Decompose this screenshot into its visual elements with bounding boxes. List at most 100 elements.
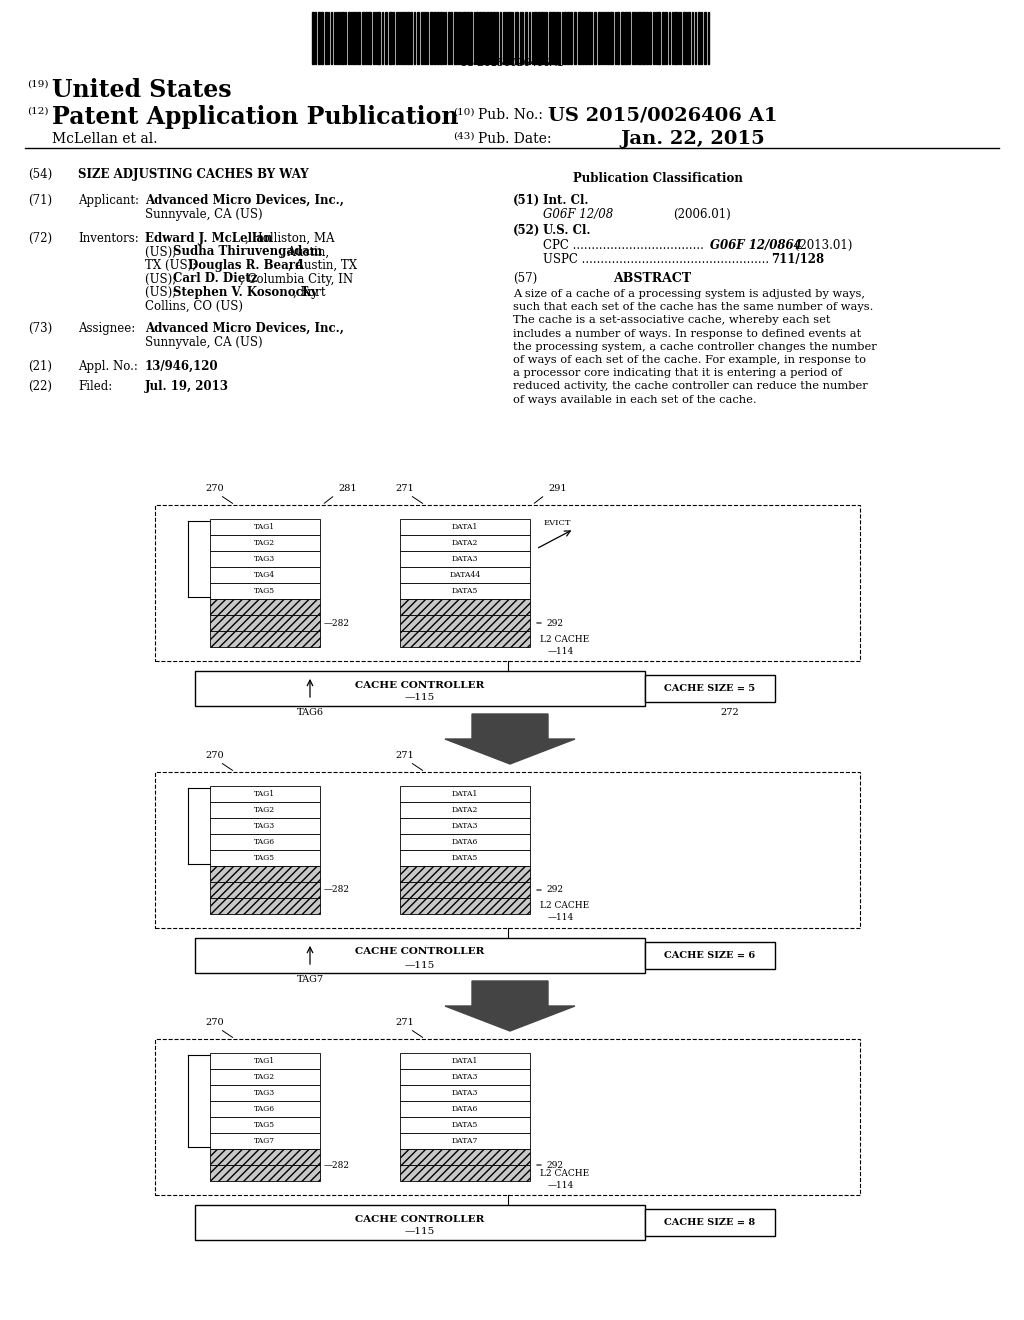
Bar <box>646 12 648 63</box>
Bar <box>493 12 495 63</box>
Bar <box>662 12 664 63</box>
Bar <box>440 12 442 63</box>
Bar <box>400 519 530 535</box>
Text: (52): (52) <box>513 224 541 238</box>
Text: (12): (12) <box>27 107 48 116</box>
Bar <box>434 12 436 63</box>
Text: Sunnyvale, CA (US): Sunnyvale, CA (US) <box>145 337 262 348</box>
Bar <box>549 12 551 63</box>
Bar <box>417 12 419 63</box>
Bar <box>454 12 457 63</box>
Bar <box>210 1053 319 1069</box>
Text: ABSTRACT: ABSTRACT <box>613 272 691 285</box>
Text: U.S. Cl.: U.S. Cl. <box>543 224 591 238</box>
Bar <box>210 898 319 913</box>
Text: DATA6: DATA6 <box>452 838 478 846</box>
Bar <box>155 506 860 661</box>
Bar <box>632 12 635 63</box>
Bar <box>556 12 558 63</box>
Text: such that each set of the cache has the same number of ways.: such that each set of the cache has the … <box>513 302 873 313</box>
Text: Carl D. Dietz: Carl D. Dietz <box>173 272 257 285</box>
Text: , Austin,: , Austin, <box>280 246 329 259</box>
Bar <box>400 1101 530 1117</box>
Bar <box>210 818 319 834</box>
Bar <box>674 12 677 63</box>
Bar <box>567 12 569 63</box>
Bar <box>210 1148 319 1166</box>
Text: TAG5: TAG5 <box>254 854 275 862</box>
Bar <box>155 772 860 928</box>
Bar <box>588 12 590 63</box>
Text: L2 CACHE: L2 CACHE <box>540 1168 589 1177</box>
Text: Jul. 19, 2013: Jul. 19, 2013 <box>145 380 229 393</box>
Bar <box>385 12 387 63</box>
Text: TAG7: TAG7 <box>296 975 324 983</box>
Bar <box>210 615 319 631</box>
Text: of ways available in each set of the cache.: of ways available in each set of the cac… <box>513 395 757 405</box>
Bar <box>430 12 433 63</box>
Text: reduced activity, the cache controller can reduce the number: reduced activity, the cache controller c… <box>513 381 867 392</box>
Bar <box>400 818 530 834</box>
Text: TAG2: TAG2 <box>254 539 275 546</box>
Text: (US);: (US); <box>145 246 180 259</box>
Text: 292: 292 <box>546 619 563 627</box>
Bar <box>362 12 364 63</box>
Text: TAG1: TAG1 <box>254 789 275 799</box>
Text: DATA1: DATA1 <box>452 1057 478 1065</box>
Text: 270: 270 <box>206 1018 224 1027</box>
Text: United States: United States <box>52 78 231 102</box>
Text: (US);: (US); <box>145 272 180 285</box>
Text: L2 CACHE: L2 CACHE <box>540 902 589 911</box>
Text: —115: —115 <box>404 961 435 969</box>
Bar <box>585 12 587 63</box>
Text: , Fort: , Fort <box>293 286 326 300</box>
Bar <box>594 12 596 63</box>
Bar <box>698 12 700 63</box>
Text: DATA3: DATA3 <box>452 822 478 830</box>
Text: DATA5: DATA5 <box>452 1121 478 1129</box>
Text: 270: 270 <box>206 751 224 760</box>
Text: (2006.01): (2006.01) <box>673 209 731 220</box>
Text: of ways of each set of the cache. For example, in response to: of ways of each set of the cache. For ex… <box>513 355 866 366</box>
Bar <box>437 12 439 63</box>
Text: —282: —282 <box>324 619 350 627</box>
Text: 272: 272 <box>720 708 738 717</box>
Bar <box>570 12 572 63</box>
Text: DATA6: DATA6 <box>452 1105 478 1113</box>
Bar <box>210 599 319 615</box>
Text: Jan. 22, 2015: Jan. 22, 2015 <box>620 129 765 148</box>
Bar <box>645 1209 775 1236</box>
Text: (71): (71) <box>28 194 52 207</box>
Bar <box>400 1133 530 1148</box>
Text: TAG6: TAG6 <box>254 838 275 846</box>
Bar <box>400 535 530 550</box>
Bar <box>400 550 530 568</box>
Text: —114: —114 <box>548 1180 574 1189</box>
Bar <box>400 1085 530 1101</box>
Text: TAG3: TAG3 <box>254 554 275 564</box>
Text: DATA5: DATA5 <box>452 854 478 862</box>
Bar <box>358 12 360 63</box>
Bar <box>210 803 319 818</box>
Bar <box>665 12 667 63</box>
Bar <box>607 12 609 63</box>
Text: L2 CACHE: L2 CACHE <box>540 635 589 644</box>
Bar <box>210 550 319 568</box>
Bar <box>318 12 319 63</box>
Bar <box>210 631 319 647</box>
Bar <box>467 12 469 63</box>
Text: —282: —282 <box>324 1160 350 1170</box>
Text: CPC ...................................: CPC ................................... <box>543 239 703 252</box>
Bar <box>449 12 450 63</box>
Bar <box>508 12 511 63</box>
Text: 281: 281 <box>338 484 356 492</box>
Bar <box>400 631 530 647</box>
Text: (21): (21) <box>28 360 52 374</box>
Bar <box>195 939 645 973</box>
Bar <box>503 12 505 63</box>
Text: the processing system, a cache controller changes the number: the processing system, a cache controlle… <box>513 342 877 352</box>
Text: DATA3: DATA3 <box>452 554 478 564</box>
Bar <box>617 12 618 63</box>
Bar <box>377 12 380 63</box>
Text: DATA5: DATA5 <box>452 587 478 595</box>
